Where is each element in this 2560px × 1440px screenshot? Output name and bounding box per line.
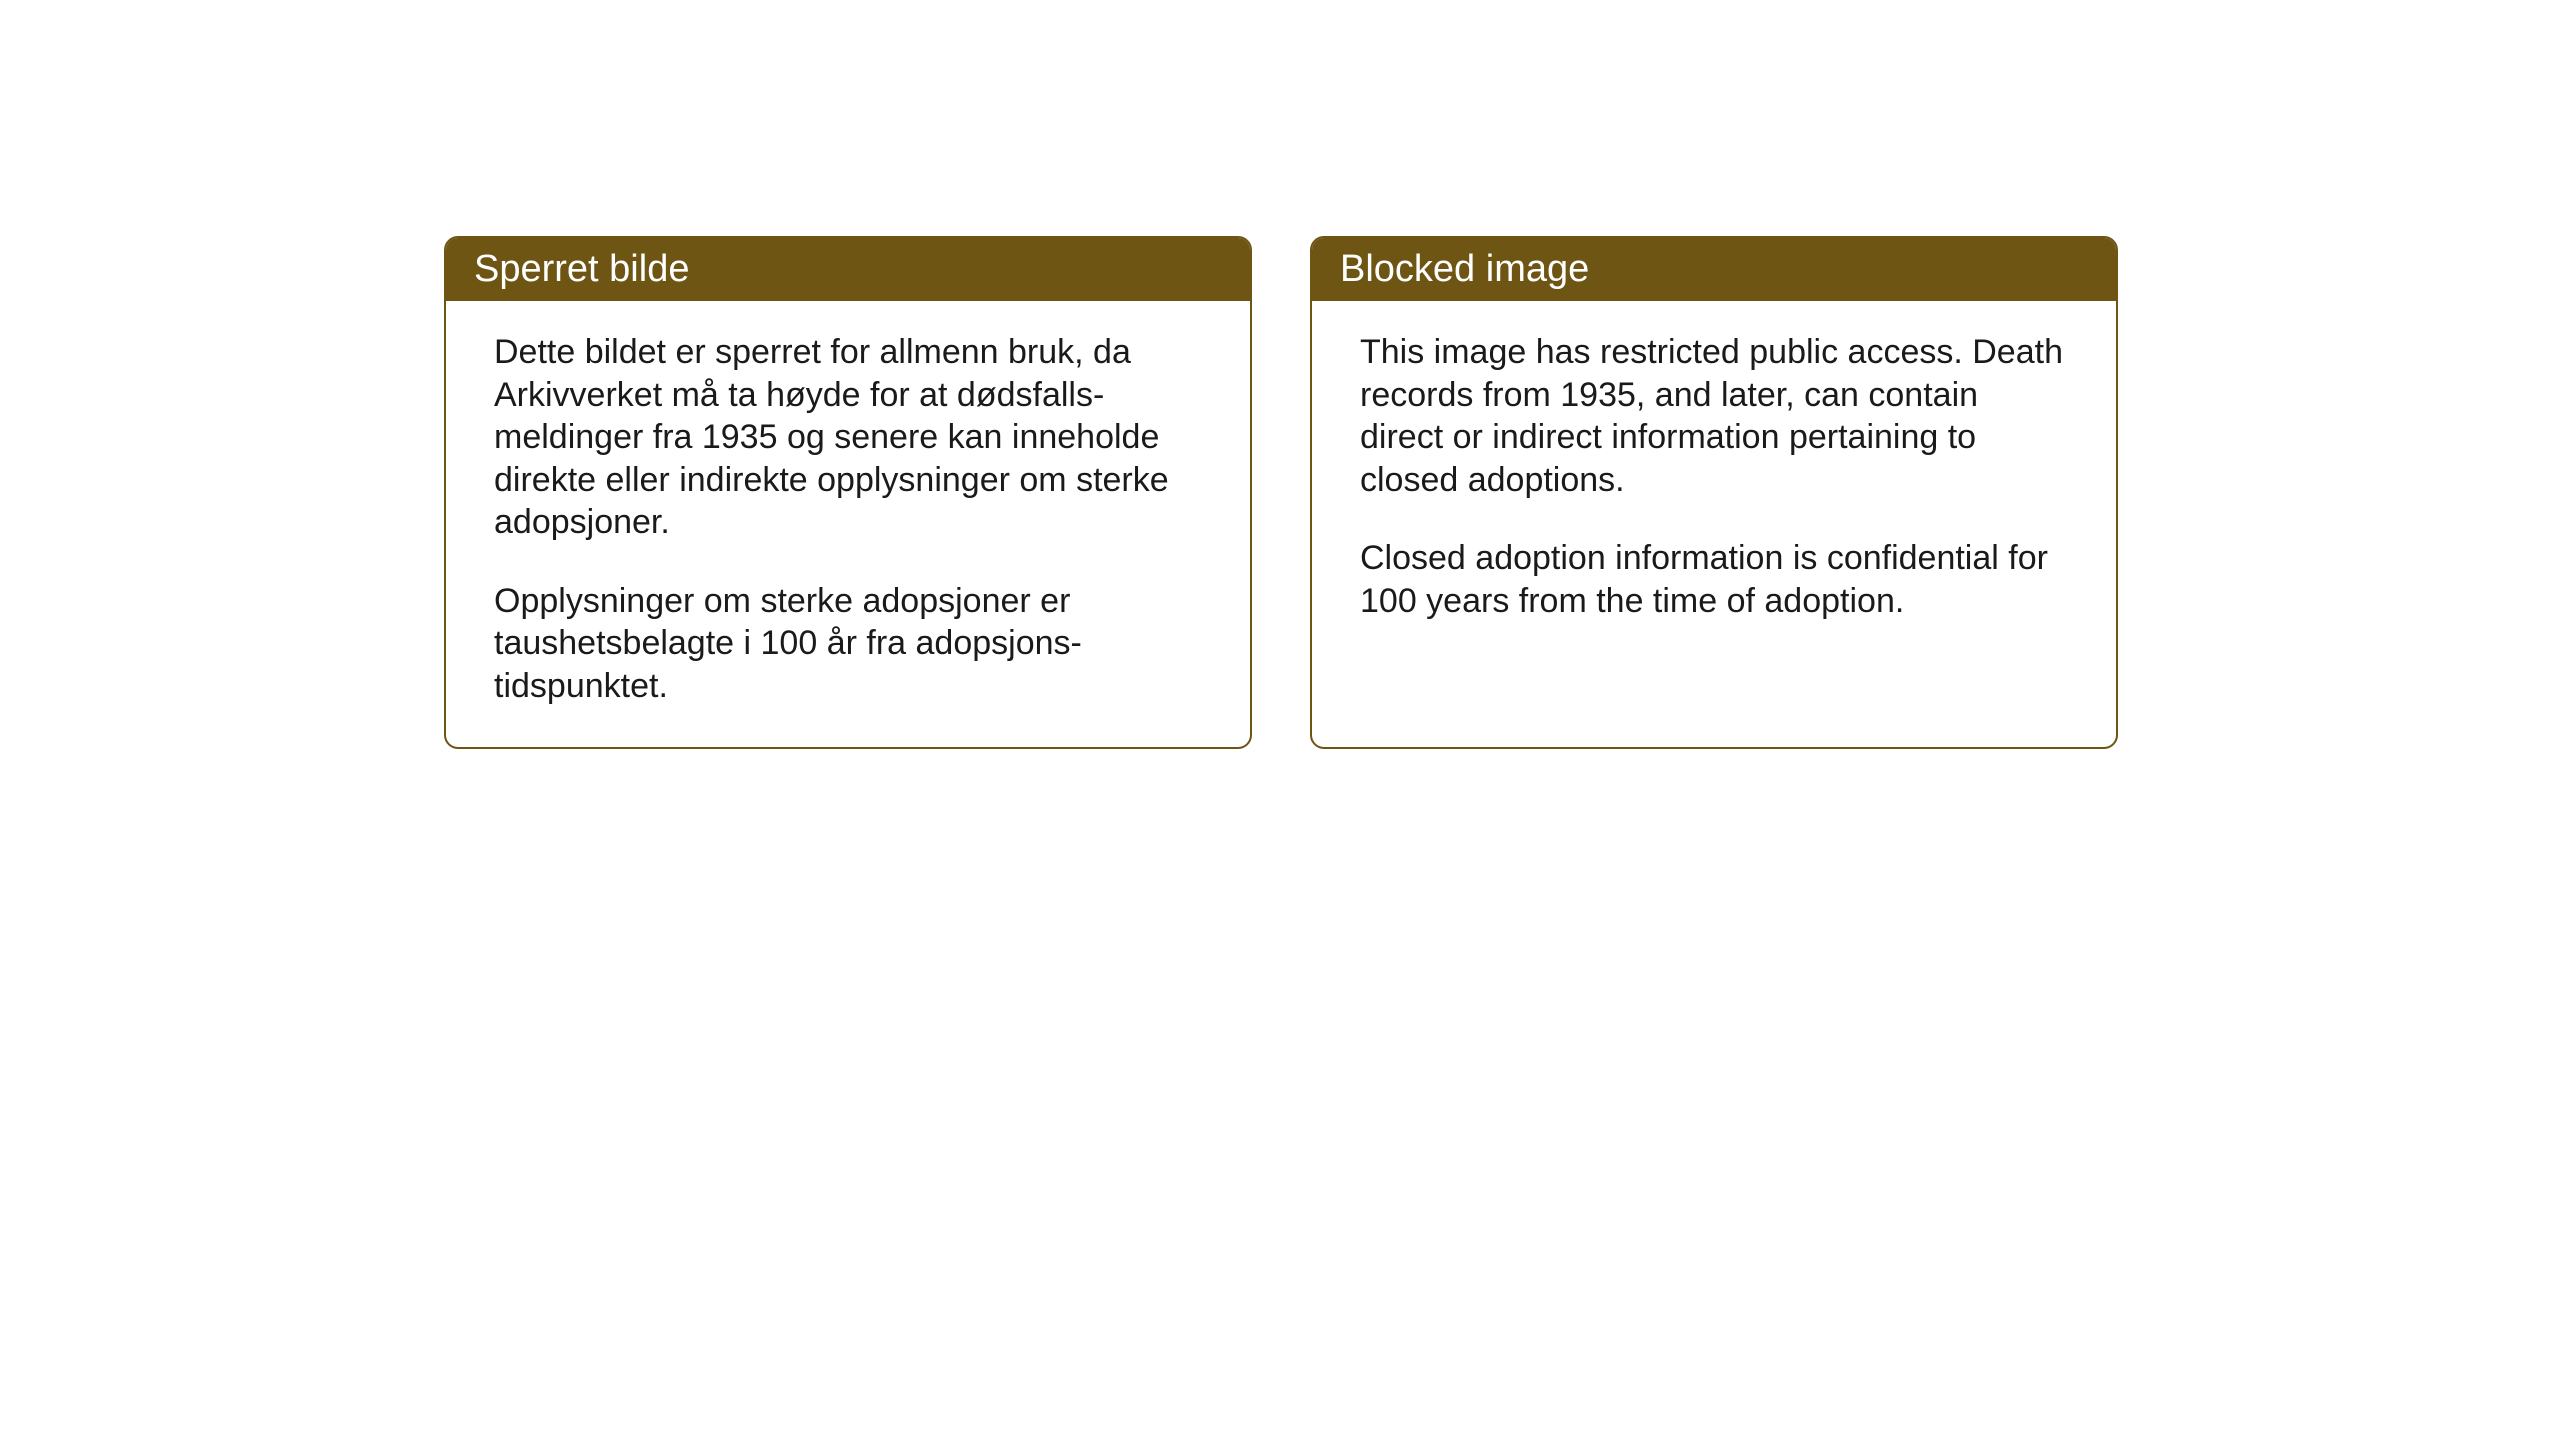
notice-para2-norwegian: Opplysninger om sterke adopsjoner er tau…: [494, 580, 1202, 708]
notice-para2-english: Closed adoption information is confident…: [1360, 537, 2068, 622]
notice-body-norwegian: Dette bildet er sperret for allmenn bruk…: [446, 301, 1250, 747]
notice-title-norwegian: Sperret bilde: [474, 248, 689, 290]
notice-header-english: Blocked image: [1312, 238, 2116, 301]
notice-title-english: Blocked image: [1340, 248, 1589, 290]
notice-header-norwegian: Sperret bilde: [446, 238, 1250, 301]
notice-body-english: This image has restricted public access.…: [1312, 301, 2116, 741]
notice-box-norwegian: Sperret bilde Dette bildet er sperret fo…: [444, 236, 1252, 749]
notice-box-english: Blocked image This image has restricted …: [1310, 236, 2118, 749]
notice-para1-english: This image has restricted public access.…: [1360, 331, 2068, 501]
notice-para1-norwegian: Dette bildet er sperret for allmenn bruk…: [494, 331, 1202, 544]
notice-container: Sperret bilde Dette bildet er sperret fo…: [444, 236, 2118, 749]
